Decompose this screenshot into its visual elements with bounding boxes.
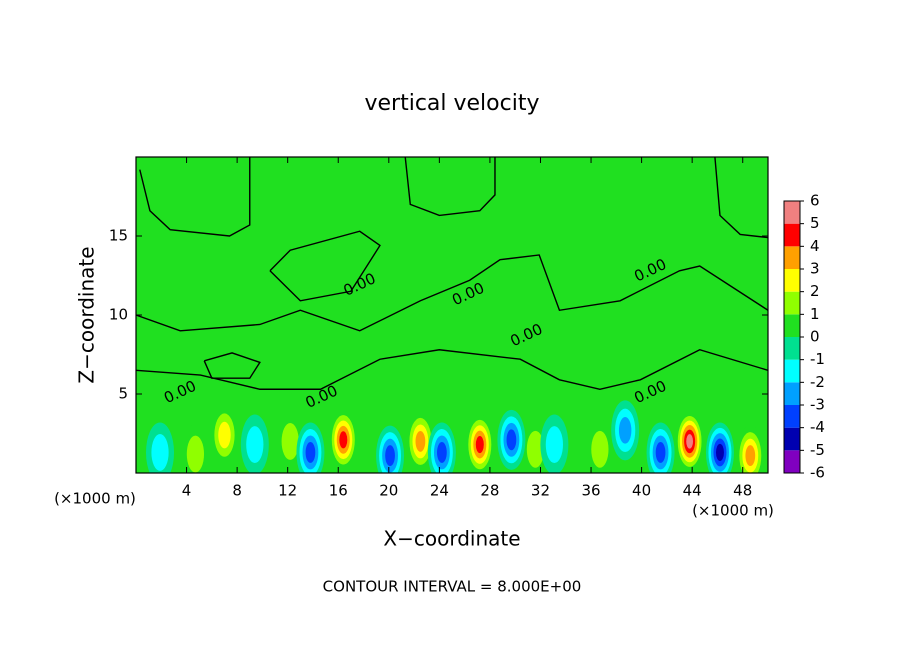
colorbar-label: 5 [810,214,820,232]
colorbar-label: 3 [810,260,820,278]
contour-line [136,254,768,332]
colorbar-band [784,314,800,337]
colorbar-band [784,223,800,247]
field-background [136,157,768,473]
footer: CONTOUR INTERVAL = 8.000E+00 [323,578,582,596]
contour-line [404,157,496,217]
x-unit-label: (×1000 m) [692,502,774,520]
colorbar-band [784,246,800,269]
field-cell [591,430,609,468]
field-cell [437,442,447,463]
colorbar-label: 4 [810,237,820,255]
field-cell [305,442,316,463]
colorbar-label: -4 [810,418,825,436]
x-tick-label: 36 [581,482,600,500]
colorbar-band [784,359,800,383]
x-tick-label: 4 [182,482,192,500]
colorbar-label: -5 [810,441,825,459]
field-cell [151,433,169,471]
x-tick-label: 12 [278,482,297,500]
x-tick-label: 28 [480,482,499,500]
colorbar-band [784,201,800,224]
field-cell [506,429,517,451]
y-tick-label: 10 [109,306,128,324]
x-tick-label: 16 [329,482,348,500]
field [136,157,768,473]
contour-line [269,230,381,302]
field-cell [246,426,264,464]
field-cell [186,435,205,473]
field-cell [655,442,666,463]
y-tick-label: 5 [118,385,128,403]
field-cell [281,422,299,460]
field-cell [475,435,484,454]
x-tick-label: 48 [733,482,752,500]
field-cell [686,434,694,449]
chart-title: vertical velocity [364,91,539,116]
colorbar-label: 2 [810,282,820,300]
colorbar-band [784,405,800,428]
field-cell [385,445,395,467]
colorbar-label: -6 [810,464,825,482]
contour-line [714,157,768,239]
colorbar-band [784,291,800,315]
field-cell [618,417,632,444]
field-cell [218,421,231,449]
field-cell [715,443,724,462]
x-tick-label: 20 [379,482,398,500]
x-tick-label: 24 [430,482,449,500]
colorbar-label: -1 [810,350,825,368]
colorbar-label: 1 [810,305,820,323]
field-cell [745,445,756,467]
colorbar-label: -3 [810,396,825,414]
x-tick-label: 8 [232,482,242,500]
colorbar-label: 6 [810,192,820,210]
field-cell [339,431,348,449]
contour-line [203,352,261,379]
colorbar-label: -2 [810,373,825,391]
y-axis-label: Z−coordinate [75,246,99,383]
field-cell [526,430,545,468]
colorbar-band [784,427,800,451]
colorbar-band [784,269,800,292]
x-tick-label: 32 [531,482,550,500]
contour-line [139,157,251,237]
field-cell [545,426,563,464]
colorbar-band [784,450,800,473]
x-tick-label: 40 [632,482,651,500]
colorbar-label: 0 [810,328,820,346]
field-cell [415,430,426,452]
colorbar-band [784,382,800,405]
colorbar-band [784,337,800,360]
y-tick-label: 15 [109,227,128,245]
x-tick-label: 44 [683,482,702,500]
contour-line [136,349,768,390]
x-axis-label: X−coordinate [383,527,520,551]
x-unit-label: (×1000 m) [54,490,136,508]
